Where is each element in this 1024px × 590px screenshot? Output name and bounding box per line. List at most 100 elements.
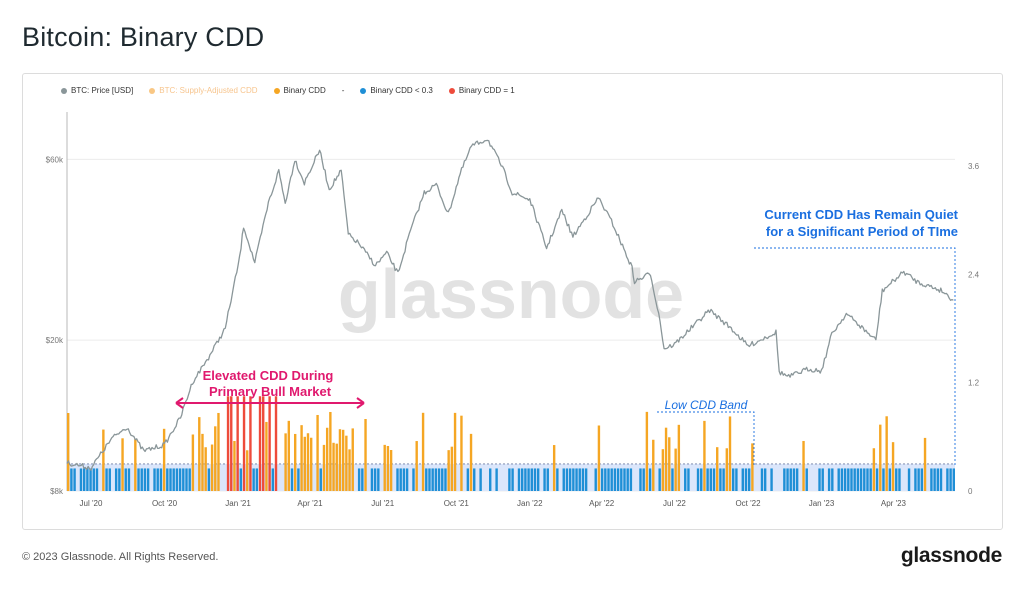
binary-cdd-bar xyxy=(620,468,623,491)
legend-item-1[interactable]: BTC: Supply-Adjusted CDD xyxy=(149,86,258,95)
binary-cdd-bar xyxy=(316,414,319,491)
legend-label: BTC: Price [USD] xyxy=(71,86,134,95)
binary-cdd-bar xyxy=(891,442,895,491)
binary-cdd-bar xyxy=(373,468,377,491)
binary-cdd-bar xyxy=(230,396,233,491)
binary-cdd-bar xyxy=(377,468,380,491)
binary-cdd-bar xyxy=(508,468,511,491)
binary-cdd-bar xyxy=(421,412,425,491)
binary-cdd-bar xyxy=(364,419,367,491)
binary-cdd-bar xyxy=(805,468,808,491)
binary-cdd-bar xyxy=(425,468,428,491)
binary-cdd-bar xyxy=(460,415,463,491)
binary-cdd-bar xyxy=(437,468,441,491)
binary-cdd-bar xyxy=(572,468,575,491)
binary-cdd-bar xyxy=(239,468,243,491)
binary-cdd-bar xyxy=(866,468,869,491)
binary-cdd-bar xyxy=(584,468,588,491)
binary-cdd-bar xyxy=(946,468,949,491)
binary-cdd-bar xyxy=(543,468,546,491)
binary-cdd-bar xyxy=(546,468,549,491)
binary-cdd-bar xyxy=(274,396,278,491)
binary-cdd-bar xyxy=(297,468,300,491)
binary-cdd-bar xyxy=(335,443,338,491)
binary-cdd-bar xyxy=(827,468,831,491)
binary-cdd-bar xyxy=(265,421,268,491)
binary-cdd-bar xyxy=(853,468,856,491)
binary-cdd-bar xyxy=(610,468,613,491)
binary-cdd-bar xyxy=(182,468,185,491)
binary-cdd-bar xyxy=(431,468,434,491)
binary-cdd-bar xyxy=(306,433,310,491)
binary-cdd-bar xyxy=(639,468,642,491)
binary-cdd-bar xyxy=(930,468,933,491)
binary-cdd-bar xyxy=(933,468,936,491)
legend-item-4[interactable]: Binary CDD < 0.3 xyxy=(360,86,433,95)
bull-arrow-heads xyxy=(175,397,365,409)
x-tick-label: Oct '22 xyxy=(735,499,761,508)
binary-cdd-bar xyxy=(207,468,211,491)
binary-cdd-bar xyxy=(191,434,195,491)
binary-cdd-bar xyxy=(450,446,454,491)
binary-cdd-bar xyxy=(383,444,386,491)
binary-cdd-bar xyxy=(249,396,252,491)
binary-cdd-bar xyxy=(895,468,898,491)
binary-cdd-bar xyxy=(684,468,687,491)
legend-dot-icon xyxy=(448,87,455,94)
binary-cdd-bar xyxy=(735,468,738,491)
legend-dot-icon xyxy=(360,87,367,94)
binary-cdd-bar xyxy=(185,468,188,491)
legend-item-0[interactable]: BTC: Price [USD] xyxy=(61,86,133,95)
binary-cdd-bar xyxy=(284,433,287,491)
y-right-tick-label: 2.4 xyxy=(968,270,980,279)
binary-cdd-bar xyxy=(415,441,418,491)
legend-item-2[interactable]: Binary CDD xyxy=(273,86,326,95)
binary-cdd-bar xyxy=(332,442,335,491)
binary-cdd-bar xyxy=(648,468,652,491)
binary-cdd-bar xyxy=(687,468,690,491)
legend-item-3[interactable]: - xyxy=(342,86,345,95)
low-cdd-annotation: Low CDD Band xyxy=(665,398,748,412)
binary-cdd-bar xyxy=(201,433,204,491)
binary-cdd-bar xyxy=(271,468,275,491)
binary-cdd-bar xyxy=(357,468,361,491)
quiet-connector xyxy=(754,247,956,466)
binary-cdd-bar xyxy=(527,468,530,491)
binary-cdd-bar xyxy=(914,468,917,491)
binary-cdd-bar xyxy=(875,468,879,491)
binary-cdd-bar xyxy=(511,468,514,491)
binary-cdd-bar xyxy=(885,416,888,491)
binary-cdd-bar xyxy=(869,468,872,491)
binary-cdd-bar xyxy=(146,468,150,491)
binary-cdd-bar xyxy=(872,448,876,491)
binary-cdd-bar xyxy=(386,445,390,491)
binary-cdd-bar xyxy=(923,437,927,491)
binary-cdd-bar xyxy=(162,428,166,491)
binary-cdd-bar xyxy=(108,468,111,491)
binary-cdd-bar xyxy=(712,468,716,491)
binary-cdd-bar xyxy=(616,468,620,491)
y-left-tick-label: $60k xyxy=(46,155,64,164)
binary-cdd-bar xyxy=(92,468,95,491)
binary-cdd-bar xyxy=(552,445,556,491)
binary-cdd-bar xyxy=(473,468,476,491)
legend-item-5[interactable]: Binary CDD = 1 xyxy=(448,86,515,95)
binary-cdd-bar xyxy=(645,411,649,491)
binary-cdd-bar xyxy=(341,429,345,491)
binary-cdd-bar xyxy=(67,413,70,491)
binary-cdd-bar xyxy=(581,468,585,491)
binary-cdd-bar xyxy=(613,468,617,491)
binary-cdd-bar xyxy=(214,426,217,491)
binary-cdd-bar xyxy=(786,468,789,491)
legend-dot-icon xyxy=(61,87,67,94)
binary-cdd-bar xyxy=(134,439,137,491)
binary-cdd-bar xyxy=(850,468,853,491)
binary-cdd-bar xyxy=(939,468,943,491)
binary-cdd-bar xyxy=(441,468,444,491)
binary-cdd-bar xyxy=(741,468,744,491)
binary-cdd-bar xyxy=(562,468,565,491)
binary-cdd-bar xyxy=(79,468,83,491)
watermark-text: glassnode xyxy=(338,255,684,333)
legend-dot-icon xyxy=(273,87,280,94)
binary-cdd-bar xyxy=(709,468,713,491)
